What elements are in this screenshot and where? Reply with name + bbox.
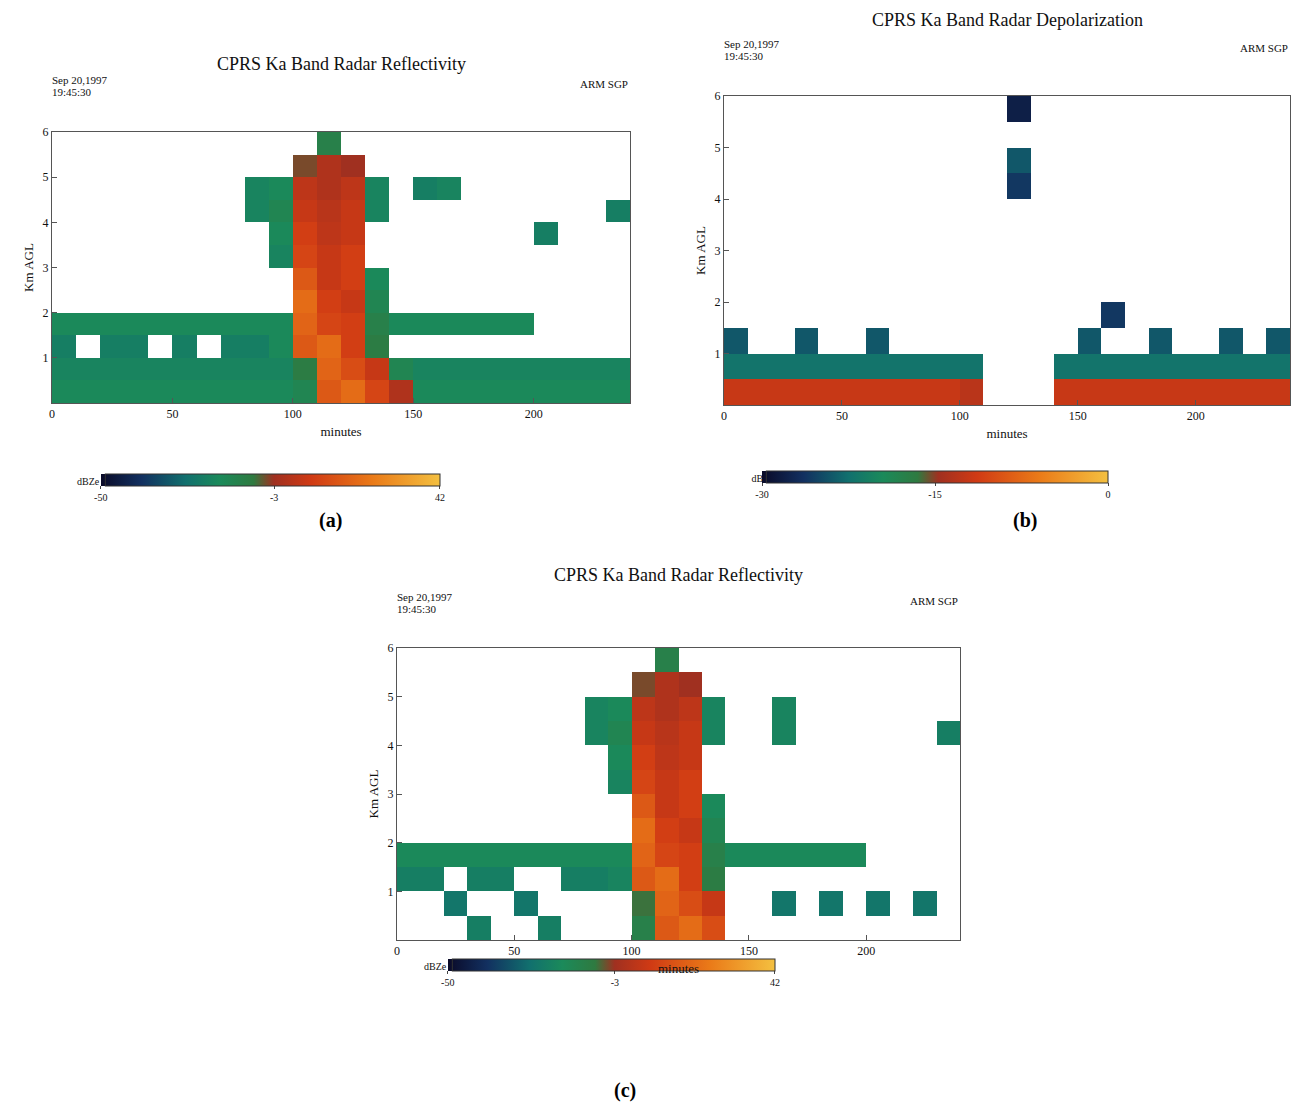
svg-text:3: 3 (715, 244, 721, 258)
svg-text:ARM SGP: ARM SGP (1240, 42, 1288, 54)
svg-text:2: 2 (715, 295, 721, 309)
svg-text:6: 6 (388, 641, 394, 655)
svg-text:Sep 20,1997: Sep 20,1997 (724, 38, 780, 50)
svg-text:50: 50 (508, 944, 520, 958)
svg-text:(c): (c) (614, 1079, 636, 1102)
svg-text:-30: -30 (755, 489, 768, 500)
svg-text:dBZe: dBZe (424, 961, 447, 972)
svg-text:-3: -3 (611, 977, 619, 988)
svg-text:100: 100 (623, 944, 641, 958)
svg-text:19:45:30: 19:45:30 (397, 603, 437, 615)
svg-text:Km AGL: Km AGL (693, 226, 708, 275)
svg-text:-3: -3 (270, 492, 278, 503)
svg-text:Sep 20,1997: Sep 20,1997 (52, 74, 108, 86)
svg-text:0: 0 (1106, 489, 1111, 500)
svg-text:42: 42 (435, 492, 445, 503)
svg-text:(b): (b) (1013, 509, 1037, 532)
svg-text:Km AGL: Km AGL (366, 770, 381, 819)
svg-text:ARM SGP: ARM SGP (580, 78, 628, 90)
svg-text:150: 150 (1069, 409, 1087, 423)
svg-text:100: 100 (951, 409, 969, 423)
svg-text:200: 200 (1187, 409, 1205, 423)
svg-text:50: 50 (836, 409, 848, 423)
svg-text:3: 3 (388, 787, 394, 801)
svg-text:200: 200 (525, 407, 543, 421)
svg-text:-50: -50 (441, 977, 454, 988)
svg-text:0: 0 (394, 944, 400, 958)
svg-text:ARM SGP: ARM SGP (910, 595, 958, 607)
svg-text:5: 5 (715, 141, 721, 155)
svg-text:-50: -50 (94, 492, 107, 503)
svg-text:0: 0 (49, 407, 55, 421)
svg-text:dB: dB (751, 473, 763, 484)
svg-text:-15: -15 (928, 489, 941, 500)
svg-text:CPRS Ka Band Radar Reflectivit: CPRS Ka Band Radar Reflectivity (217, 54, 466, 74)
svg-text:4: 4 (43, 216, 49, 230)
svg-text:19:45:30: 19:45:30 (724, 50, 764, 62)
svg-text:3: 3 (43, 261, 49, 275)
svg-text:4: 4 (715, 192, 721, 206)
svg-text:minutes: minutes (320, 424, 361, 439)
svg-text:4: 4 (388, 739, 394, 753)
svg-text:2: 2 (388, 836, 394, 850)
svg-text:42: 42 (770, 977, 780, 988)
svg-text:CPRS Ka Band Radar Reflectivit: CPRS Ka Band Radar Reflectivity (554, 565, 803, 585)
svg-text:6: 6 (43, 125, 49, 139)
svg-text:dBZe: dBZe (77, 476, 100, 487)
svg-text:5: 5 (43, 170, 49, 184)
svg-text:100: 100 (284, 407, 302, 421)
svg-text:1: 1 (43, 351, 49, 365)
svg-text:Sep 20,1997: Sep 20,1997 (397, 591, 453, 603)
svg-text:6: 6 (715, 89, 721, 103)
svg-text:CPRS Ka Band Radar Depolarizat: CPRS Ka Band Radar Depolarization (872, 10, 1143, 30)
svg-text:150: 150 (740, 944, 758, 958)
svg-text:0: 0 (721, 409, 727, 423)
svg-text:5: 5 (388, 690, 394, 704)
svg-text:1: 1 (388, 885, 394, 899)
svg-text:Km AGL: Km AGL (21, 243, 36, 292)
svg-text:19:45:30: 19:45:30 (52, 86, 92, 98)
svg-text:50: 50 (166, 407, 178, 421)
svg-text:2: 2 (43, 306, 49, 320)
svg-text:(a): (a) (319, 509, 342, 532)
svg-text:200: 200 (857, 944, 875, 958)
svg-text:1: 1 (715, 347, 721, 361)
svg-text:minutes: minutes (986, 426, 1027, 441)
svg-text:minutes: minutes (658, 961, 699, 976)
svg-text:150: 150 (404, 407, 422, 421)
